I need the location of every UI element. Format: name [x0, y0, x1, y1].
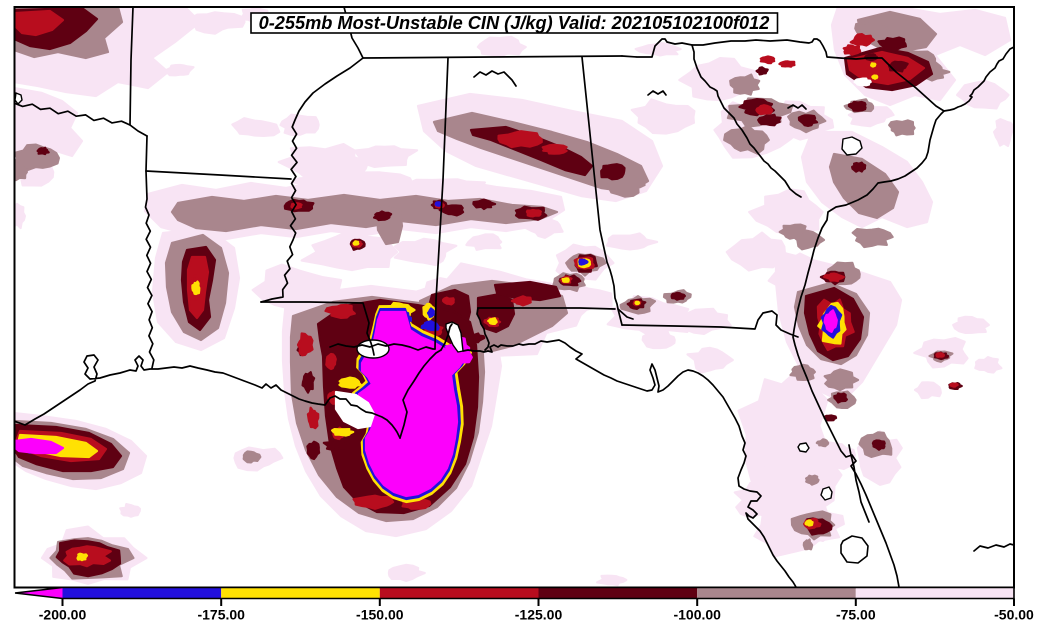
svg-text:-50.00: -50.00: [994, 607, 1034, 623]
svg-text:-200.00: -200.00: [39, 607, 87, 623]
svg-text:-125.00: -125.00: [515, 607, 563, 623]
svg-text:0-255mb Most-Unstable CIN (J/k: 0-255mb Most-Unstable CIN (J/kg) Valid: …: [259, 13, 770, 33]
svg-text:-175.00: -175.00: [197, 607, 245, 623]
svg-text:-150.00: -150.00: [356, 607, 404, 623]
svg-text:-100.00: -100.00: [673, 607, 721, 623]
svg-text:-75.00: -75.00: [836, 607, 876, 623]
